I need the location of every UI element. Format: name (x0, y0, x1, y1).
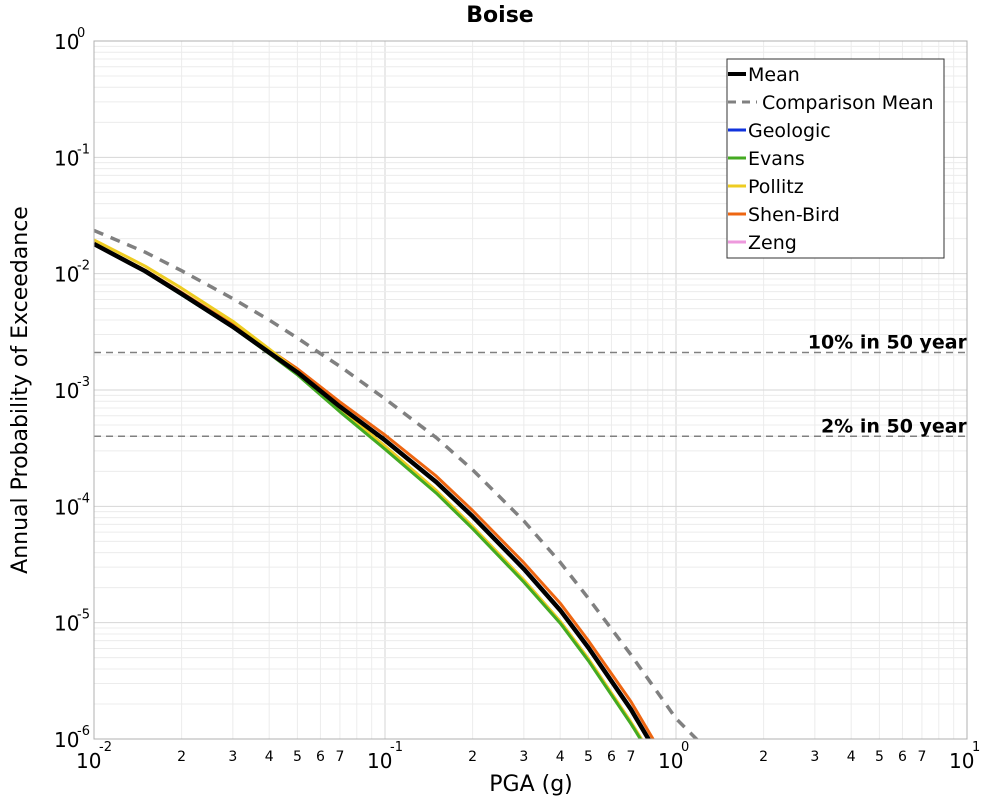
x-minor-tick-label: 7 (626, 749, 635, 765)
x-minor-tick-label: 6 (607, 749, 616, 765)
x-tick-label: 10 (367, 749, 392, 773)
y-tick-label: 10 (54, 728, 79, 752)
x-minor-tick-label: 5 (584, 749, 593, 765)
legend-label: Comparison Mean (762, 92, 934, 114)
x-minor-tick-label: 3 (228, 749, 237, 765)
x-minor-tick-label: 5 (875, 749, 884, 765)
legend-label: Geologic (748, 120, 831, 142)
legend-label: Zeng (748, 232, 797, 254)
x-minor-tick-label: 3 (519, 749, 528, 765)
x-tick-label: 10 (949, 749, 974, 773)
x-minor-tick-label: 2 (177, 749, 186, 765)
x-minor-tick-label: 5 (293, 749, 302, 765)
y-tick-label: 10 (54, 379, 79, 403)
x-tick-exponent: 0 (681, 740, 689, 755)
series-line-comparison-mean (94, 228, 699, 739)
x-minor-tick-label: 7 (335, 749, 344, 765)
y-tick-exponent: 0 (77, 26, 85, 41)
x-tick-exponent: -2 (99, 740, 112, 755)
legend: Mean Comparison Mean Geologic Evans Pollitz S… (726, 58, 945, 259)
y-tick-exponent: -3 (77, 375, 90, 390)
y-tick-label: 10 (54, 263, 79, 287)
y-tick-exponent: -2 (77, 259, 90, 274)
y-tick-label: 10 (54, 146, 79, 170)
x-tick-exponent: 1 (972, 740, 980, 755)
y-tick-label: 10 (54, 612, 79, 636)
x-tick-label: 10 (658, 749, 683, 773)
y-tick-exponent: -6 (77, 724, 90, 739)
reference-line-label: 10% in 50 year (808, 332, 968, 354)
x-tick-exponent: -1 (390, 740, 403, 755)
legend-label: Pollitz (748, 176, 804, 198)
series-layer (94, 228, 699, 739)
x-minor-tick-label: 7 (917, 749, 926, 765)
x-minor-tick-label: 4 (556, 749, 565, 765)
x-tick-label: 10 (76, 749, 101, 773)
y-tick-exponent: -4 (77, 491, 90, 506)
x-minor-tick-label: 6 (898, 749, 907, 765)
x-minor-tick-label: 2 (468, 749, 477, 765)
x-minor-tick-label: 4 (847, 749, 856, 765)
y-tick-label: 10 (54, 495, 79, 519)
x-minor-tick-label: 6 (316, 749, 325, 765)
legend-label: Mean (748, 64, 800, 86)
x-axis-label: PGA (g) (489, 772, 573, 797)
series-line-mean (94, 242, 652, 739)
legend-label: Evans (748, 148, 805, 170)
grid (93, 41, 967, 740)
legend-label: Shen-Bird (748, 204, 840, 226)
y-tick-exponent: -5 (77, 608, 90, 623)
y-axis-label: Annual Probability of Exceedance (8, 206, 33, 574)
x-minor-tick-label: 4 (265, 749, 274, 765)
y-tick-label: 10 (54, 30, 79, 54)
reference-lines: 10% in 50 year 2% in 50 year (94, 332, 968, 437)
plot-frame (93, 40, 968, 740)
y-tick-exponent: -1 (77, 142, 90, 157)
x-minor-tick-label: 2 (759, 749, 768, 765)
reference-line-label: 2% in 50 year (821, 415, 968, 437)
legend-box (726, 58, 945, 259)
x-minor-tick-label: 3 (810, 749, 819, 765)
chart-title: Boise (466, 3, 533, 28)
